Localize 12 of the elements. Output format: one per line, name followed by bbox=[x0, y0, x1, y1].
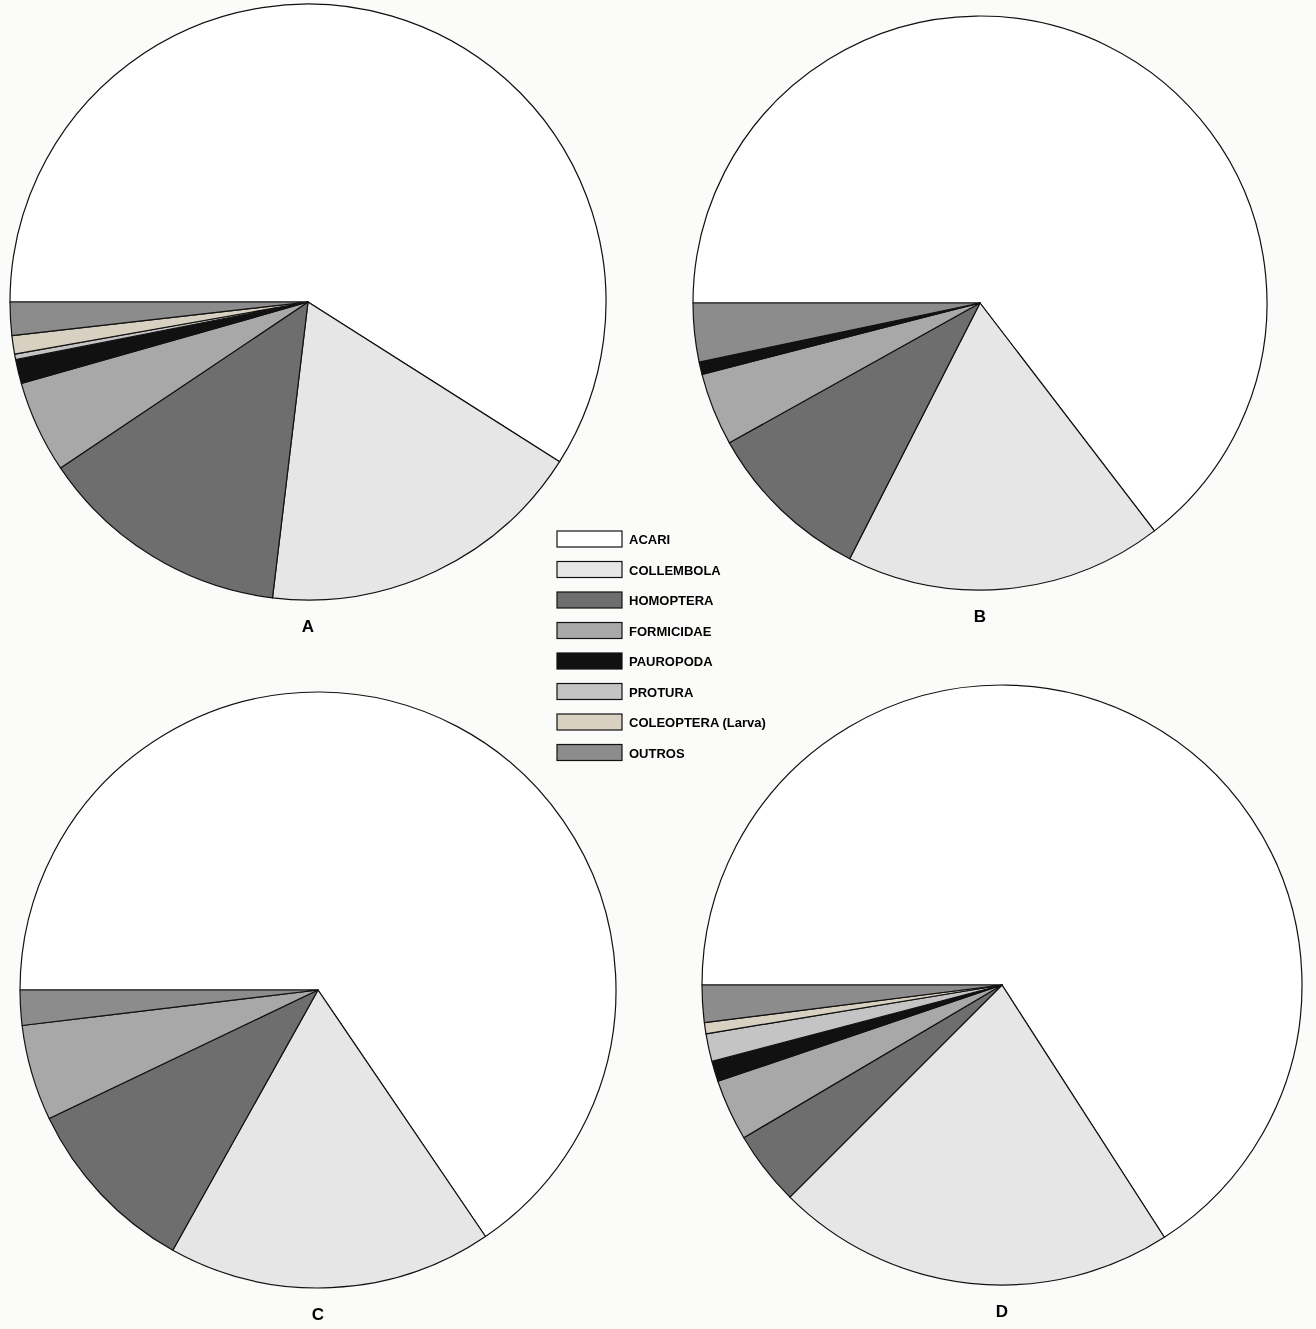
legend-label: PROTURA bbox=[629, 684, 694, 700]
legend-label: HOMOPTERA bbox=[629, 593, 715, 608]
legend-label: COLEOPTERA (Larva) bbox=[629, 715, 766, 730]
text: A bbox=[301, 617, 315, 636]
text: C bbox=[311, 1305, 325, 1324]
legend-label: OUTROS bbox=[629, 745, 685, 761]
legend-label: FORMICIDAE bbox=[629, 623, 712, 639]
text: D bbox=[995, 1302, 1009, 1321]
legend-label: PAUROPODA bbox=[629, 654, 714, 669]
legend-label: ACARI bbox=[629, 532, 671, 547]
legend-label: COLLEMBOLA bbox=[629, 562, 722, 578]
text: B bbox=[973, 607, 987, 626]
